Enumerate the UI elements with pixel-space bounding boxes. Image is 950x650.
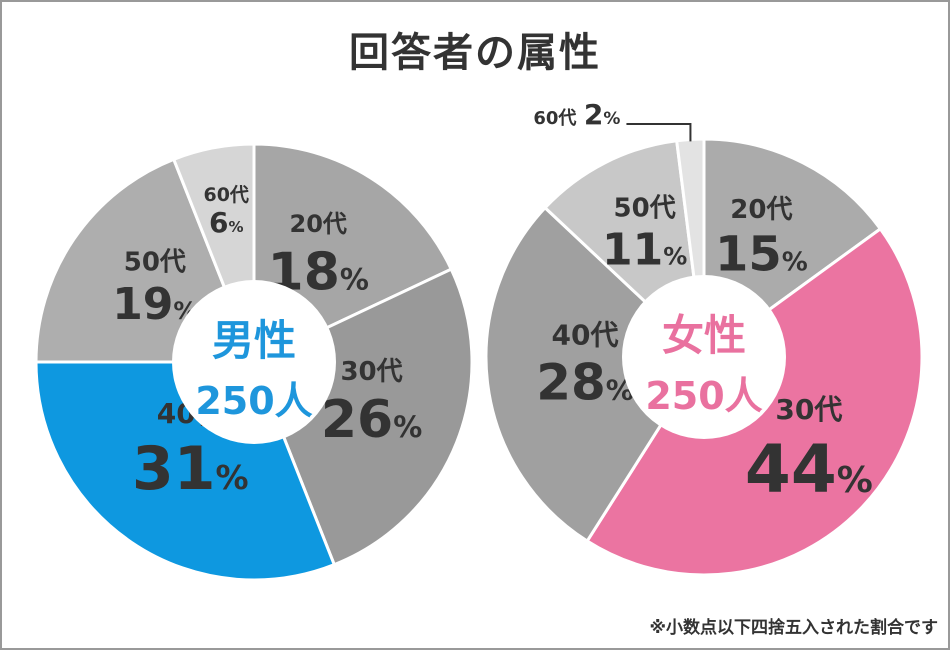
slice-category-label: 30代 (775, 393, 842, 426)
slice-value-label: 2% (584, 98, 621, 131)
center-gender-label: 女性 (662, 311, 746, 360)
slice-category-label: 20代 (730, 195, 792, 225)
pie-center-hole (622, 275, 786, 439)
callout-line (626, 123, 692, 142)
pie-slice-40代 (484, 205, 706, 544)
center-gender-label: 男性 (212, 316, 296, 365)
slice-category-label: 30代 (340, 357, 402, 387)
slice-category-label: 50代 (614, 193, 676, 223)
center-count-label: 250人 (195, 379, 312, 423)
footnote: ※小数点以下四捨五入された割合です (649, 618, 938, 638)
slice-category-label: 60代 (203, 184, 248, 206)
slice-category-label: 40代 (552, 319, 619, 352)
chart-title: 回答者の属性 (349, 30, 601, 76)
pie-center-hole (172, 280, 336, 444)
slice-category-label: 60代 (533, 108, 576, 129)
slice-category-label: 50代 (124, 247, 186, 277)
slice-category-label: 20代 (290, 210, 347, 238)
center-count-label: 250人 (645, 374, 762, 418)
